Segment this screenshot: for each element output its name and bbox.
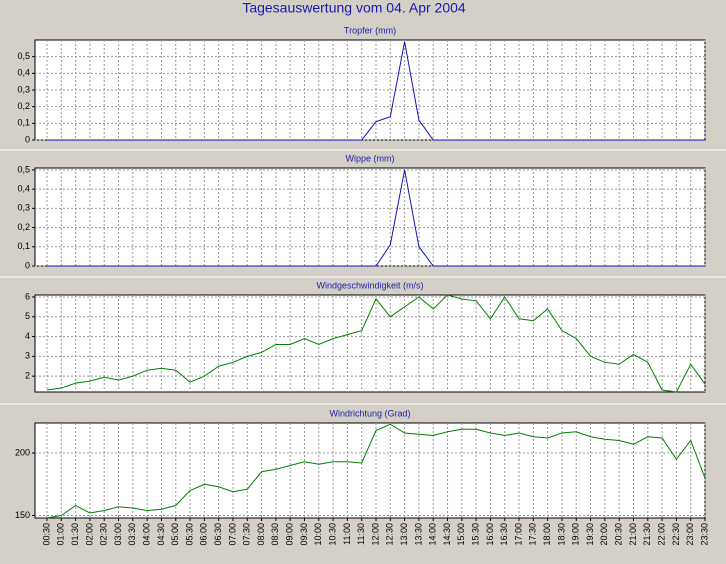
x-tick-label: 13:30: [413, 523, 423, 546]
x-tick-label: 13:00: [399, 523, 409, 546]
x-tick-label: 05:00: [170, 523, 180, 546]
x-tick-label: 18:00: [542, 523, 552, 546]
data-line: [46, 423, 706, 519]
y-tick-label: 0,1: [17, 241, 30, 251]
y-tick-label: 0: [25, 134, 30, 144]
y-tick-label: 3: [25, 351, 30, 361]
x-tick-label: 08:30: [270, 523, 280, 546]
x-tick-label: 21:30: [642, 523, 652, 546]
x-tick-label: 14:00: [428, 523, 438, 546]
y-tick-label: 0,2: [17, 101, 30, 111]
x-tick-label: 06:30: [213, 523, 223, 546]
x-tick-label: 22:00: [656, 523, 666, 546]
x-tick-label: 15:00: [456, 523, 466, 546]
y-tick-label: 150: [15, 510, 30, 520]
y-tick-label: 0,5: [17, 164, 30, 174]
x-tick-label: 07:00: [227, 523, 237, 546]
x-tick-label: 12:30: [385, 523, 395, 546]
x-tick-label: 09:00: [285, 523, 295, 546]
panel-title: Windgeschwindigkeit (m/s): [316, 280, 423, 290]
x-tick-label: 02:00: [84, 523, 94, 546]
x-tick-label: 19:00: [571, 523, 581, 546]
x-tick-label: 15:30: [471, 523, 481, 546]
x-tick-label: 01:00: [56, 523, 66, 546]
x-tick-label: 04:30: [156, 523, 166, 546]
data-line: [47, 41, 705, 141]
x-tick-label: 23:00: [685, 523, 695, 546]
x-tick-label: 05:30: [184, 523, 194, 546]
panel-title: Tropfer (mm): [344, 25, 396, 35]
y-tick-label: 6: [25, 291, 30, 301]
y-tick-label: 0,2: [17, 222, 30, 232]
panel-title: Windrichtung (Grad): [329, 408, 410, 418]
plot-area: [34, 422, 706, 519]
y-tick-label: 0,4: [17, 184, 30, 194]
x-tick-label: 03:00: [113, 523, 123, 546]
x-tick-label: 02:30: [99, 523, 109, 546]
x-tick-label: 06:00: [199, 523, 209, 546]
data-line: [47, 169, 705, 267]
y-tick-label: 0: [25, 260, 30, 270]
x-tick-label: 23:30: [699, 523, 709, 546]
y-tick-label: 0,5: [17, 51, 30, 61]
x-tick-label: 10:30: [327, 523, 337, 546]
y-tick-label: 5: [25, 311, 30, 321]
x-tick-label: 08:00: [256, 523, 266, 546]
x-tick-label: 20:30: [614, 523, 624, 546]
x-tick-label: 09:30: [299, 523, 309, 546]
y-tick-label: 0,3: [17, 84, 30, 94]
y-tick-label: 0,3: [17, 203, 30, 213]
x-tick-label: 14:30: [442, 523, 452, 546]
x-tick-label: 17:00: [513, 523, 523, 546]
x-tick-label: 01:30: [70, 523, 80, 546]
page-title: Tagesauswertung vom 04. Apr 2004: [242, 0, 466, 16]
panel-title: Wippe (mm): [346, 153, 395, 163]
x-tick-label: 22:30: [671, 523, 681, 546]
y-tick-label: 200: [15, 447, 30, 457]
x-tick-label: 16:30: [499, 523, 509, 546]
y-tick-label: 0,1: [17, 118, 30, 128]
data-line: [46, 294, 706, 393]
x-tick-label: 19:30: [585, 523, 595, 546]
x-tick-label: 11:30: [356, 523, 366, 545]
x-tick-label: 21:00: [628, 523, 638, 546]
x-tick-label: 17:30: [528, 523, 538, 546]
x-tick-label: 11:00: [342, 523, 352, 545]
y-tick-label: 2: [25, 371, 30, 381]
x-tick-label: 03:30: [127, 523, 137, 546]
x-tick-label: 16:00: [485, 523, 495, 546]
x-tick-label: 20:00: [599, 523, 609, 546]
x-tick-label: 07:30: [242, 523, 252, 546]
x-tick-label: 00:30: [41, 523, 51, 546]
y-tick-label: 0,4: [17, 68, 30, 78]
x-tick-label: 12:00: [370, 523, 380, 546]
x-tick-label: 04:00: [142, 523, 152, 546]
x-tick-label: 10:00: [313, 523, 323, 546]
y-tick-label: 4: [25, 331, 30, 341]
x-tick-label: 18:30: [556, 523, 566, 546]
